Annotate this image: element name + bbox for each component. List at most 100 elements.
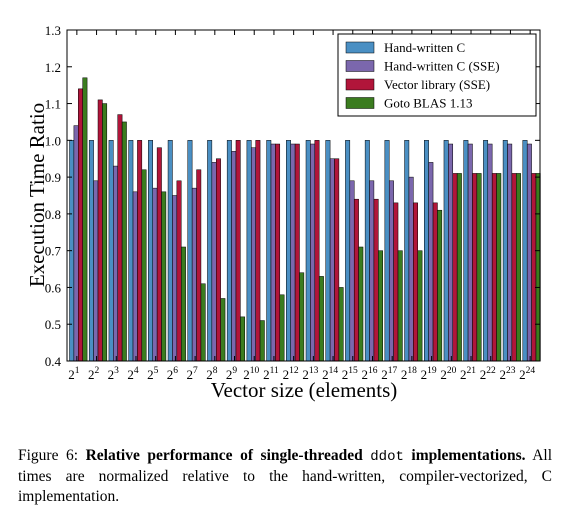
- bar: [270, 143, 276, 362]
- bar: [408, 176, 414, 362]
- y-tick-label: 0.5: [45, 317, 61, 332]
- x-tick-label: 23: [108, 366, 120, 382]
- bar: [417, 250, 423, 362]
- bar: [491, 173, 497, 362]
- bar: [290, 143, 296, 362]
- x-tick-label: 224: [519, 366, 535, 382]
- bar: [235, 140, 241, 362]
- bar: [172, 195, 178, 362]
- bar: [428, 162, 434, 362]
- bar: [240, 316, 246, 362]
- bar: [353, 198, 359, 362]
- bar: [266, 140, 272, 362]
- bar: [448, 143, 454, 362]
- bar: [259, 320, 265, 362]
- legend-label: Vector library (SSE): [384, 77, 490, 92]
- bar: [207, 140, 213, 362]
- bar: [176, 180, 182, 362]
- bar: [108, 140, 114, 362]
- x-tick-label: 28: [206, 366, 218, 382]
- bar: [511, 173, 517, 362]
- bar-chart: 0.4 0.5 0.6 0.7 0.8 0.9 1.0 1.1 1.2 1.3 21 22 23 24 2…: [25, 23, 541, 402]
- bar: [443, 140, 449, 362]
- bar: [393, 202, 399, 362]
- bar: [369, 180, 375, 362]
- y-tick-label: 0.4: [45, 354, 62, 369]
- bar: [132, 191, 138, 362]
- bar: [113, 165, 118, 362]
- plot-frame: [66, 29, 541, 362]
- bar: [463, 140, 469, 362]
- bar: [325, 140, 331, 362]
- bar: [305, 140, 311, 362]
- legend-label: Hand-written C (SSE): [384, 59, 500, 74]
- bar: [364, 140, 370, 362]
- caption-code: ddot: [370, 449, 404, 465]
- bar: [128, 140, 134, 362]
- x-tick-label: 223: [499, 366, 515, 382]
- bar: [161, 191, 167, 362]
- bar: [187, 140, 193, 362]
- bar: [167, 140, 173, 362]
- bar: [279, 294, 285, 362]
- bar: [456, 173, 462, 362]
- bar: [148, 140, 153, 362]
- x-tick-label: 21: [68, 366, 80, 382]
- y-tick-label: 0.6: [45, 280, 62, 295]
- bar: [102, 103, 108, 362]
- y-tick-label: 1.3: [45, 23, 61, 38]
- bar: [310, 143, 316, 362]
- y-tick-label: 0.8: [45, 207, 61, 222]
- bar: [196, 169, 202, 362]
- legend-label: Hand-written C: [384, 40, 465, 55]
- bar: [231, 151, 237, 362]
- bar: [318, 276, 324, 362]
- bar: [516, 173, 521, 362]
- bar: [487, 143, 493, 362]
- bar: [476, 173, 482, 362]
- x-axis: 21 22 23 24 25 26 27 28 29 210 211 212 213 214 215 216 2…: [68, 30, 535, 382]
- bar: [349, 180, 355, 362]
- bar: [472, 173, 478, 362]
- bar: [251, 147, 256, 362]
- bar: [338, 287, 344, 362]
- bar: [216, 158, 221, 362]
- bar: [358, 246, 364, 362]
- bar: [334, 158, 340, 362]
- bar: [97, 99, 103, 362]
- y-tick-label: 0.9: [45, 170, 61, 185]
- bar: [432, 202, 438, 362]
- x-tick-label: 26: [167, 366, 179, 382]
- x-tick-label: 29: [226, 366, 238, 382]
- legend-swatch: [345, 97, 375, 109]
- x-axis-label: Vector size (elements): [211, 378, 398, 402]
- legend-swatch: [345, 78, 375, 91]
- x-tick-label: 221: [460, 366, 476, 382]
- figure-caption: Figure 6: Relative performance of single…: [18, 446, 552, 507]
- bar: [78, 88, 83, 362]
- bar: [299, 272, 305, 362]
- bar: [152, 187, 158, 362]
- bar: [384, 140, 390, 362]
- x-tick-label: 22: [88, 366, 100, 382]
- bar: [121, 121, 127, 362]
- y-axis-label: Execution Time Ratio: [25, 103, 49, 287]
- bar: [191, 187, 197, 362]
- y-tick-label: 1.0: [45, 133, 61, 148]
- y-axis: 0.4 0.5 0.6 0.7 0.8 0.9 1.0 1.1 1.2 1.3: [45, 23, 540, 369]
- x-tick-label: 218: [401, 366, 417, 382]
- bar: [397, 250, 403, 362]
- bar: [275, 143, 281, 362]
- bar: [226, 140, 232, 362]
- x-tick-label: 27: [186, 366, 198, 382]
- caption-title-1: Relative performance of single-threaded: [85, 447, 363, 464]
- x-tick-label: 220: [440, 366, 456, 382]
- legend: Hand-written C Hand-written C (SSE) Vector…: [337, 33, 537, 117]
- bar: [137, 140, 143, 362]
- bar: [314, 140, 320, 362]
- bar: [255, 140, 261, 362]
- bar: [483, 140, 489, 362]
- caption-label: Figure 6:: [18, 447, 79, 464]
- x-tick-label: 222: [480, 366, 496, 382]
- bar: [156, 147, 162, 362]
